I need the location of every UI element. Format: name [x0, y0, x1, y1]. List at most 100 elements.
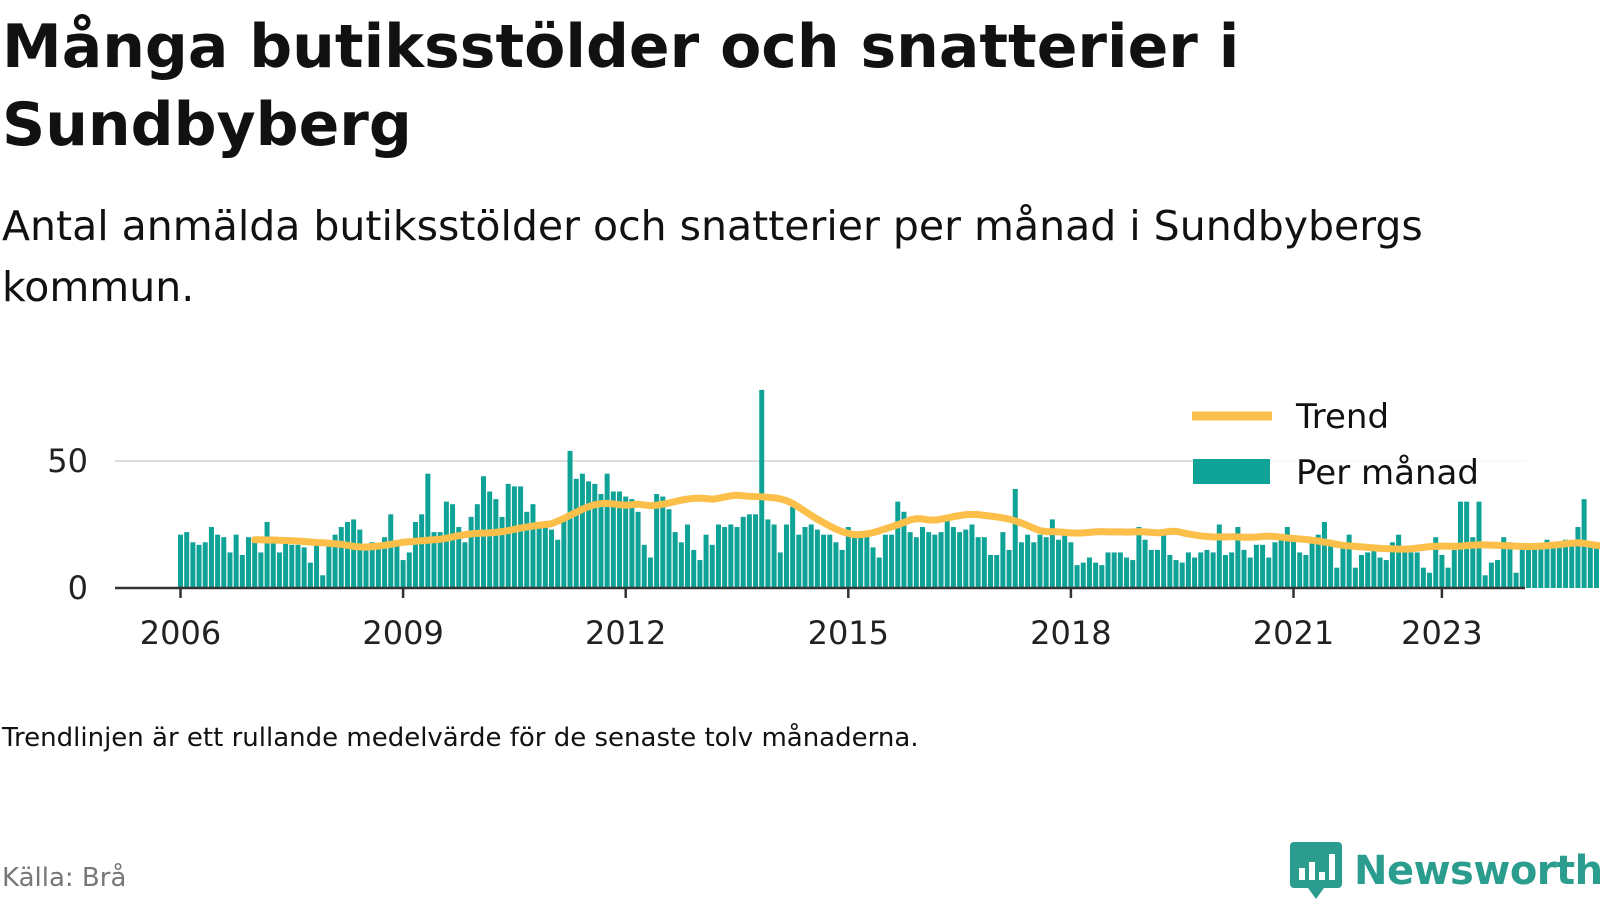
bar: [1154, 549, 1160, 588]
bar: [375, 547, 381, 588]
bar: [901, 511, 907, 588]
legend-trend-label: Trend: [1295, 397, 1389, 437]
bar: [851, 537, 857, 588]
bar: [647, 557, 653, 588]
x-tick-label: 2006: [140, 614, 221, 652]
bar: [1093, 562, 1099, 588]
bar: [307, 562, 313, 588]
bar: [493, 499, 499, 588]
bar: [1488, 562, 1494, 588]
bar: [790, 506, 796, 588]
bar: [1587, 542, 1593, 588]
bar: [450, 504, 456, 588]
bar: [1142, 539, 1148, 588]
bar: [320, 575, 326, 588]
bar: [1148, 549, 1154, 588]
bar: [1371, 549, 1377, 588]
bar: [1241, 549, 1247, 588]
bar: [252, 542, 258, 588]
bar: [1216, 524, 1222, 588]
bar: [765, 519, 771, 588]
bar: [988, 554, 994, 588]
bar: [468, 516, 474, 588]
bar: [202, 542, 208, 588]
bar: [1192, 557, 1198, 588]
bar: [1278, 539, 1284, 588]
bar: [889, 534, 895, 588]
bar: [920, 527, 925, 588]
bar: [1525, 544, 1531, 588]
bar: [1086, 557, 1092, 588]
bar: [746, 514, 752, 588]
bar: [1532, 544, 1538, 588]
x-tick-label: 2018: [1030, 614, 1111, 652]
bar: [1550, 542, 1556, 588]
bar: [270, 542, 276, 588]
bar: [1519, 547, 1525, 588]
bar: [425, 473, 431, 588]
bar: [1099, 565, 1105, 588]
bar: [1569, 544, 1575, 588]
bar: [456, 527, 462, 588]
x-tick-label: 2023: [1401, 614, 1482, 652]
bar: [870, 547, 876, 588]
bar: [1507, 542, 1513, 588]
bar: [796, 534, 802, 588]
bar: [233, 534, 239, 588]
bar: [728, 524, 734, 588]
chart-area: Trend Per månad 0 50 2006 2009 2012 2015 2018 2…: [47, 381, 1600, 652]
bar: [196, 544, 202, 588]
bar: [654, 494, 660, 588]
bar: [1049, 519, 1055, 588]
bar: [511, 486, 517, 588]
bar: [1056, 539, 1062, 588]
bar: [1025, 534, 1031, 588]
bar: [1161, 532, 1167, 588]
bar: [827, 534, 833, 588]
bar: [542, 527, 548, 588]
bar: [326, 544, 332, 588]
bar: [443, 501, 449, 588]
bar: [950, 527, 956, 588]
bar: [227, 552, 233, 588]
bar: [1315, 534, 1321, 588]
bar: [239, 554, 245, 588]
bar: [1501, 537, 1507, 588]
bar: [666, 509, 672, 588]
bar: [963, 529, 969, 588]
bar: [332, 534, 338, 588]
bar: [759, 389, 765, 588]
bar: [1031, 542, 1037, 588]
bar: [388, 514, 394, 588]
bar: [994, 554, 1000, 588]
bar: [604, 473, 610, 588]
bar: [1563, 539, 1569, 588]
bar: [1185, 552, 1191, 588]
bar: [264, 521, 270, 588]
bar: [839, 549, 845, 588]
bar: [1389, 542, 1395, 588]
bar: [895, 501, 901, 588]
source-label: Källa: Brå: [2, 863, 127, 893]
bar: [1544, 539, 1550, 588]
bar: [1291, 537, 1296, 588]
bar: [715, 524, 721, 588]
bar: [814, 529, 820, 588]
bar: [1439, 554, 1445, 588]
bar: [629, 499, 635, 588]
bar: [777, 552, 783, 588]
newsworthy-logo: Newsworthy: [1290, 842, 1600, 900]
bar: [783, 524, 789, 588]
bar: [1495, 560, 1501, 588]
bar: [1260, 544, 1266, 588]
bar: [462, 542, 468, 588]
bar: [833, 542, 839, 588]
bar: [1229, 552, 1235, 588]
bar: [524, 511, 530, 588]
trend-line: [251, 491, 1600, 553]
bar: [808, 524, 814, 588]
bar: [1420, 567, 1426, 588]
bar: [1309, 539, 1315, 588]
bar: [351, 519, 357, 588]
bar: [864, 534, 870, 588]
